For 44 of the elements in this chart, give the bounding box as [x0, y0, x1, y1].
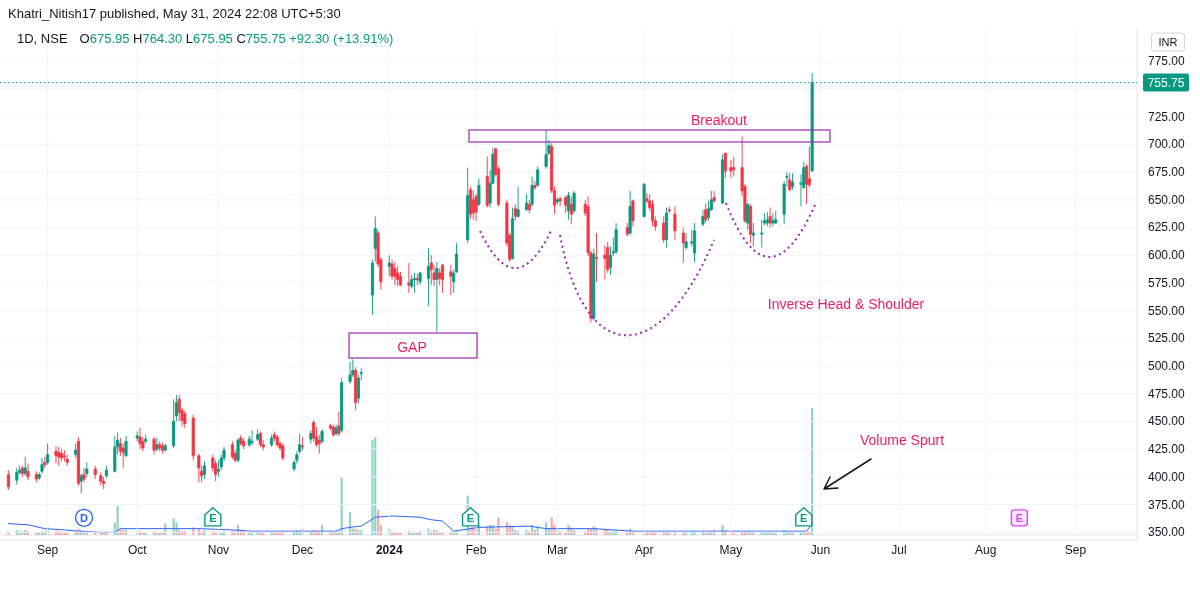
y-tick-label: 450.00 [1148, 414, 1186, 429]
x-tick-label: May [719, 543, 743, 557]
annotation: Breakout [690, 112, 748, 128]
annotation: Volume Spurt [859, 432, 945, 448]
y-tick-label: 675.00 [1148, 165, 1186, 180]
y-axis-title: INR [1158, 36, 1178, 48]
y-tick-label: 600.00 [1148, 248, 1186, 263]
x-tick-label: Apr [634, 543, 654, 557]
annotation: E [800, 512, 808, 525]
x-tick-label: Feb [465, 543, 487, 557]
annotation: D [80, 512, 89, 525]
x-tick-label: Oct [127, 543, 148, 557]
x-tick-label: Aug [975, 543, 997, 557]
y-tick-label: 775.00 [1148, 54, 1186, 69]
y-tick-label: 475.00 [1148, 386, 1186, 401]
y-tick-label: 575.00 [1148, 275, 1186, 290]
text: Khatri_Nitish17 published, May 31, 2024 22:08 UTC+5:30 [8, 5, 341, 21]
x-tick-label: Mar [546, 543, 568, 557]
y-tick-label: 650.00 [1148, 192, 1186, 207]
x-tick-label: Sep [1064, 543, 1087, 557]
y-tick-label: 375.00 [1148, 497, 1186, 512]
y-tick-label: 725.00 [1148, 109, 1186, 124]
y-tick-label: 625.00 [1148, 220, 1186, 235]
y-tick-label: 425.00 [1148, 442, 1186, 457]
x-tick-label: Jun [810, 543, 831, 557]
x-tick-label: 2024 [375, 543, 403, 557]
ref-line-label: 755.75 [1147, 75, 1185, 90]
x-tick-label: Nov [207, 543, 230, 557]
chart-title: 1D, NSE [17, 30, 68, 46]
annotation: E [1015, 512, 1024, 525]
y-tick-label: 500.00 [1148, 359, 1186, 374]
x-tick-label: Sep [36, 543, 59, 557]
annotation: GAP [397, 339, 427, 355]
y-tick-label: 525.00 [1148, 331, 1186, 346]
y-tick-label: 400.00 [1148, 469, 1186, 484]
y-tick-label: 550.00 [1148, 303, 1186, 318]
y-tick-label: 350.00 [1148, 525, 1186, 540]
text: O675.95 H764.30 L675.95 C755.75 +92.30 (+13.91%) [79, 30, 394, 46]
y-tick-label: 700.00 [1148, 137, 1186, 152]
annotation: Inverse Head & Shoulder [767, 296, 925, 312]
annotation: E [209, 512, 217, 525]
annotation: E [466, 512, 475, 525]
x-tick-label: Dec [291, 543, 314, 557]
x-tick-label: Jul [891, 543, 907, 557]
